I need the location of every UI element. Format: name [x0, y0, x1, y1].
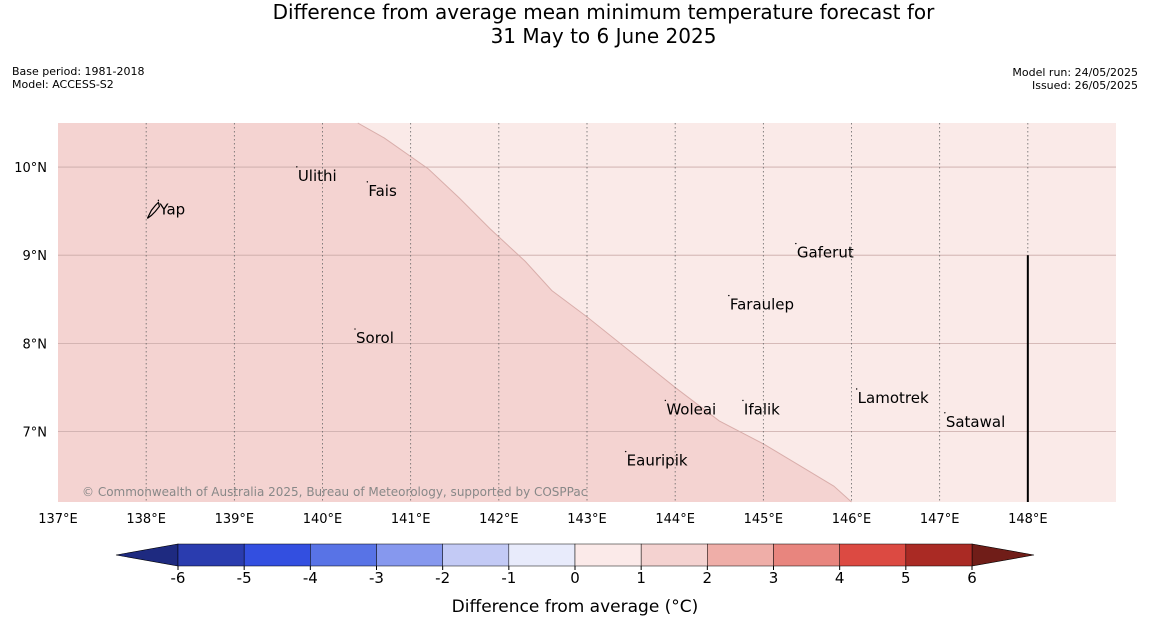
- colorbar-tick-label: 6: [967, 569, 977, 587]
- island-marker: [354, 328, 356, 330]
- lon-tick-label: 147°E: [920, 512, 960, 527]
- title-line-2: 31 May to 6 June 2025: [490, 24, 717, 48]
- place-label: Satawal: [946, 413, 1005, 431]
- lat-tick-label: 10°N: [14, 161, 47, 176]
- lat-tick-label: 7°N: [23, 425, 48, 440]
- island-marker: [742, 399, 744, 402]
- lon-tick-label: 139°E: [215, 512, 255, 527]
- colorbar-over-arrow: [971, 543, 1035, 567]
- lat-tick-label: 8°N: [23, 337, 48, 352]
- colorbar-tick-label: -6: [171, 569, 186, 587]
- lon-tick-label: 145°E: [744, 512, 784, 527]
- place-label: Woleai: [666, 400, 716, 418]
- island-marker: [664, 399, 667, 402]
- lon-tick-label: 142°E: [479, 512, 519, 527]
- island-marker: [795, 242, 797, 245]
- base-info: Base period: 1981-2018 Model: ACCESS-S2: [12, 65, 144, 91]
- place-label: Sorol: [356, 329, 394, 347]
- colorbar-label: Difference from average (°C): [452, 597, 699, 617]
- base-period-text: Base period: 1981-2018: [12, 65, 145, 78]
- contour-line: [357, 122, 852, 503]
- island-marker: [855, 388, 858, 390]
- lon-tick-label: 143°E: [567, 512, 607, 527]
- map-area: 10°N 9°N 8°N 7°N 137°E 138°E 139°E 140°E 141°E 14…: [14, 122, 1116, 527]
- colorbar-swatch: [310, 543, 377, 567]
- island-marker: [944, 412, 946, 414]
- island-marker: [157, 199, 160, 202]
- run-info: Model run: 24/05/2025 Issued: 26/05/2025: [1012, 66, 1138, 92]
- model-text: Model: ACCESS-S2: [12, 78, 114, 91]
- yap-island-shape: [146, 201, 161, 219]
- lat-tick-label: 9°N: [23, 249, 48, 264]
- colorbar-swatch: [376, 543, 443, 567]
- colorbar-under-arrow: [115, 543, 179, 567]
- place-label: Gaferut: [797, 244, 854, 262]
- island-marker: [366, 181, 369, 183]
- colorbar: -6 -5 -4 -3 -2 -1 0 1 2 3 4 5 6 Difference from avera…: [115, 543, 1035, 617]
- island-marker: [728, 294, 730, 297]
- island-marker: [296, 166, 298, 168]
- place-label: Yap: [158, 200, 185, 218]
- lon-tick-label: 144°E: [655, 512, 695, 527]
- colorbar-swatch: [243, 543, 311, 567]
- title-line-1: Difference from average mean minimum tem…: [272, 0, 935, 24]
- place-label: Faraulep: [730, 296, 794, 314]
- colorbar-tick-label: -4: [303, 569, 318, 587]
- colorbar-swatch: [707, 543, 774, 567]
- colorbar-swatch: [839, 543, 907, 567]
- issued-text: Issued: 26/05/2025: [1031, 79, 1138, 92]
- place-label: Lamotrek: [858, 389, 929, 407]
- colorbar-swatch: [905, 543, 973, 567]
- map-title: Difference from average mean minimum tem…: [0, 0, 1150, 48]
- lon-tick-label: 140°E: [303, 512, 343, 527]
- colorbar-tick-label: -5: [237, 569, 252, 587]
- lon-tick-label: 137°E: [38, 512, 78, 527]
- place-label: Ulithi: [298, 167, 337, 185]
- colorbar-tick-label: 3: [769, 569, 779, 587]
- copyright-text: © Commonwealth of Australia 2025, Bureau…: [82, 485, 587, 499]
- island-marker: [624, 450, 627, 453]
- colorbar-swatch: [773, 543, 840, 567]
- colorbar-tick-label: 5: [901, 569, 911, 587]
- place-label: Fais: [368, 182, 397, 200]
- colorbar-swatch: [508, 543, 576, 567]
- colorbar-tick-label: 1: [636, 569, 646, 587]
- colorbar-tick-label: -3: [369, 569, 384, 587]
- colorbar-tick-label: 4: [835, 569, 845, 587]
- colorbar-tick-label: 2: [703, 569, 713, 587]
- place-label: Ifalik: [744, 400, 780, 418]
- colorbar-swatch: [177, 543, 245, 567]
- lon-tick-label: 141°E: [391, 512, 431, 527]
- colorbar-tick-label: -2: [435, 569, 450, 587]
- model-run-text: Model run: 24/05/2025: [1012, 66, 1138, 79]
- lon-tick-label: 148°E: [1008, 512, 1048, 527]
- colorbar-tick-label: 0: [570, 569, 580, 587]
- colorbar-swatch: [574, 543, 642, 567]
- place-label: Eauripik: [627, 452, 688, 470]
- anomaly-region-1-to-2: [58, 123, 852, 502]
- lon-tick-label: 138°E: [126, 512, 166, 527]
- colorbar-swatch: [640, 543, 708, 567]
- colorbar-tick-label: -1: [501, 569, 516, 587]
- lon-tick-label: 146°E: [832, 512, 872, 527]
- colorbar-swatch: [442, 543, 510, 567]
